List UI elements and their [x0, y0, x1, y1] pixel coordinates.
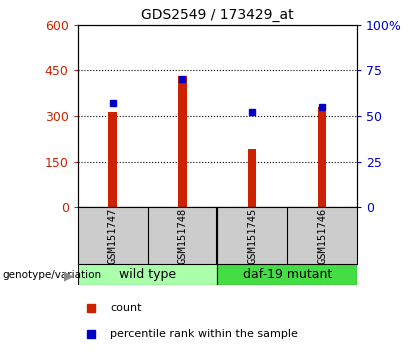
Text: GSM151746: GSM151746 [317, 207, 327, 263]
Bar [218, 264, 357, 285]
Text: genotype/variation: genotype/variation [2, 270, 101, 280]
Text: percentile rank within the sample: percentile rank within the sample [110, 329, 298, 339]
Text: wild type: wild type [119, 268, 176, 281]
Text: ▶: ▶ [64, 269, 74, 282]
Bar [178, 76, 186, 207]
Text: daf-19 mutant: daf-19 mutant [243, 268, 332, 281]
Text: GSM151748: GSM151748 [177, 207, 187, 263]
Text: GSM151747: GSM151747 [108, 207, 118, 263]
Text: count: count [110, 303, 142, 313]
Bar [248, 149, 257, 207]
Title: GDS2549 / 173429_at: GDS2549 / 173429_at [141, 8, 294, 22]
Bar [108, 112, 117, 207]
Bar [78, 264, 218, 285]
Bar [318, 107, 326, 207]
Text: GSM151745: GSM151745 [247, 207, 257, 263]
